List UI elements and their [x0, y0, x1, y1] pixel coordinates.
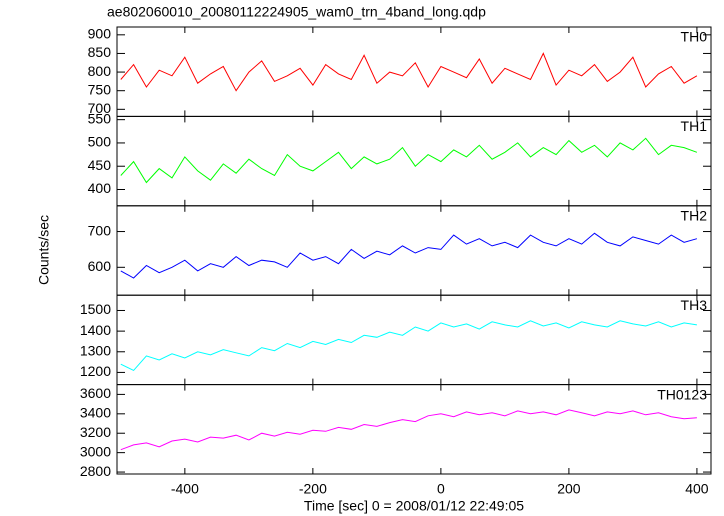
- y-tick-label: 450: [88, 157, 112, 173]
- y-tick-label: 2800: [80, 463, 111, 479]
- legend-label: TH2: [681, 208, 708, 224]
- y-tick-label: 900: [88, 26, 112, 42]
- y-tick-label: 750: [88, 81, 112, 97]
- x-tick-label: 0: [437, 481, 445, 497]
- series-line: [120, 137, 698, 184]
- y-tick-label: 850: [88, 44, 112, 60]
- legend-label: TH0123: [657, 386, 707, 402]
- panel-frame: [116, 294, 712, 386]
- y-tick-label: 3600: [80, 385, 111, 401]
- series-line: [120, 232, 698, 279]
- y-tick-label: 3200: [80, 424, 111, 440]
- y-tick-label: 500: [88, 134, 112, 150]
- panel-frame: [116, 384, 712, 475]
- series-line: [120, 52, 698, 92]
- series-line: [120, 320, 697, 372]
- y-tick-label: 600: [88, 258, 112, 274]
- x-tick-label: 400: [685, 481, 709, 497]
- legend-label: TH3: [681, 297, 708, 313]
- y-tick-label: 1400: [80, 322, 111, 338]
- panel-frame: [116, 26, 712, 117]
- panel-frame: [116, 205, 712, 296]
- y-tick-label: 1500: [80, 301, 111, 317]
- y-tick-label: 400: [88, 180, 112, 196]
- y-tick-label: 1200: [80, 363, 111, 379]
- x-tick-label: -400: [171, 481, 199, 497]
- y-tick-label: 1300: [80, 342, 111, 358]
- chart-title: ae802060010_20080112224905_wam0_trn_4ban…: [107, 4, 486, 20]
- x-tick-label: 200: [557, 481, 581, 497]
- y-axis-label: Counts/sec: [36, 215, 52, 285]
- y-tick-label: 3400: [80, 405, 111, 421]
- legend-label: TH1: [681, 118, 708, 134]
- y-tick-label: 700: [88, 222, 112, 238]
- y-tick-label: 700: [88, 100, 112, 116]
- y-tick-label: 3000: [80, 443, 111, 459]
- legend-label: TH0: [681, 29, 708, 45]
- series-line: [120, 409, 697, 451]
- y-tick-label: 550: [88, 110, 112, 126]
- y-tick-label: 800: [88, 63, 112, 79]
- x-tick-label: -200: [299, 481, 327, 497]
- panel-frame: [116, 115, 712, 207]
- x-axis-label: Time [sec] 0 = 2008/01/12 22:49:05: [304, 498, 524, 514]
